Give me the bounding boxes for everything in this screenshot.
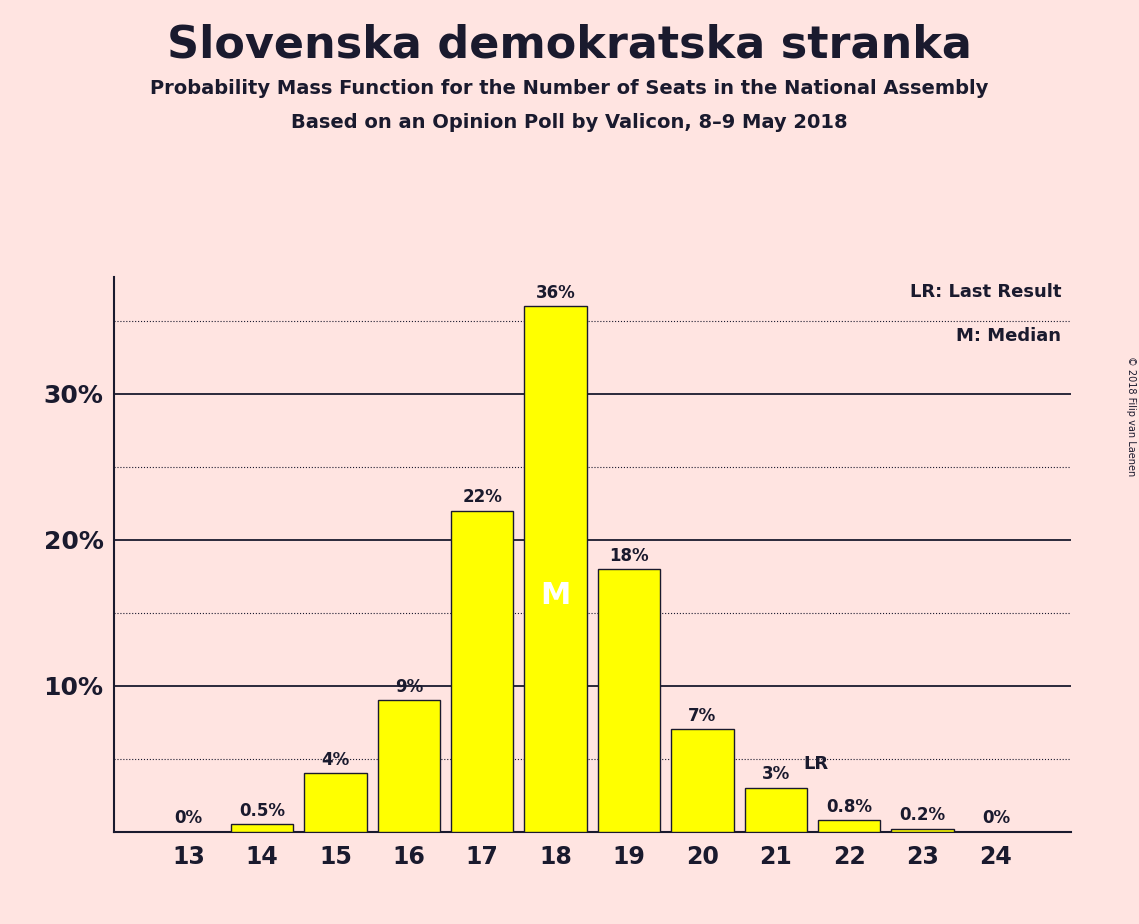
- Bar: [524, 307, 587, 832]
- Bar: [598, 569, 661, 832]
- Text: 0%: 0%: [174, 809, 203, 827]
- Text: 0.2%: 0.2%: [900, 807, 945, 824]
- Text: Slovenska demokratska stranka: Slovenska demokratska stranka: [167, 23, 972, 67]
- Bar: [451, 511, 514, 832]
- Text: Based on an Opinion Poll by Valicon, 8–9 May 2018: Based on an Opinion Poll by Valicon, 8–9…: [292, 113, 847, 132]
- Text: LR: LR: [804, 755, 829, 773]
- Text: LR: Last Result: LR: Last Result: [910, 283, 1062, 300]
- Text: 0%: 0%: [982, 809, 1010, 827]
- Text: 0.5%: 0.5%: [239, 802, 285, 820]
- Text: 18%: 18%: [609, 547, 649, 565]
- Text: 22%: 22%: [462, 488, 502, 506]
- Bar: [304, 773, 367, 832]
- Text: Probability Mass Function for the Number of Seats in the National Assembly: Probability Mass Function for the Number…: [150, 79, 989, 98]
- Text: 4%: 4%: [321, 751, 350, 769]
- Text: 0.8%: 0.8%: [826, 797, 872, 816]
- Bar: [378, 700, 440, 832]
- Text: M: Median: M: Median: [956, 327, 1062, 345]
- Text: © 2018 Filip van Laenen: © 2018 Filip van Laenen: [1126, 356, 1136, 476]
- Bar: [892, 829, 953, 832]
- Bar: [231, 824, 293, 832]
- Text: 36%: 36%: [535, 284, 575, 302]
- Text: M: M: [540, 581, 571, 610]
- Bar: [745, 788, 806, 832]
- Text: 3%: 3%: [762, 765, 790, 784]
- Bar: [671, 729, 734, 832]
- Text: 7%: 7%: [688, 707, 716, 725]
- Text: 9%: 9%: [394, 678, 423, 696]
- Bar: [818, 820, 880, 832]
